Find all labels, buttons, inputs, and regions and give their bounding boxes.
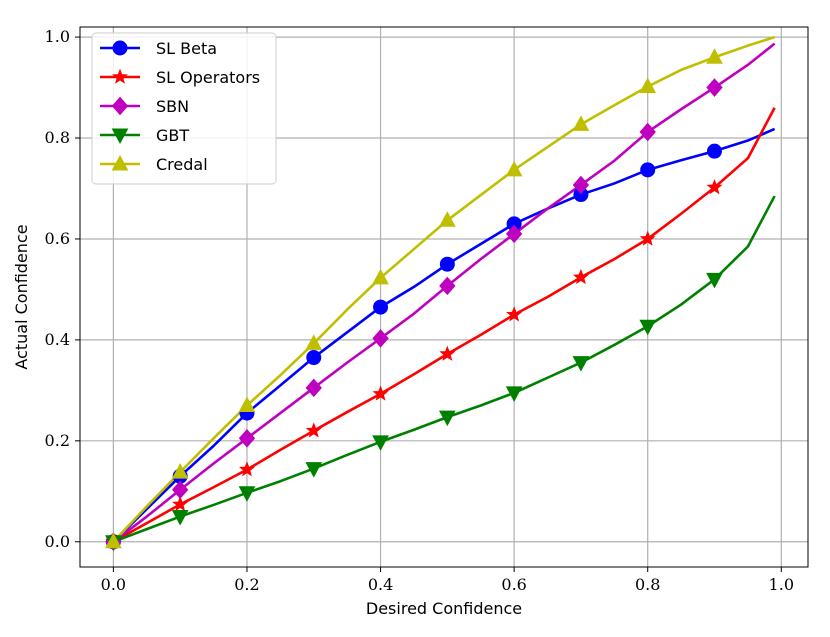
data-point-sl-beta (373, 299, 389, 315)
data-point-gbt (439, 410, 456, 427)
plot-frame (79, 26, 809, 568)
data-point-sbn (505, 224, 523, 244)
data-point-sl-beta (640, 162, 656, 178)
data-point-credal (505, 160, 523, 177)
legend-label-gbt: GBT (156, 126, 189, 145)
x-axis-label: Desired Confidence (366, 599, 522, 618)
series-points-gbt (105, 272, 723, 551)
series-points-sl-operators (105, 179, 723, 549)
data-point-gbt (372, 435, 389, 451)
data-point-credal (238, 396, 256, 412)
x-tick-label: 0.6 (501, 575, 526, 594)
x-tick-label: 0.0 (101, 575, 126, 594)
axis-ticks: 0.0 0.2 0.4 0.6 0.8 1.0 0.0 0.2 0.4 0.6 0.8 1.0 (45, 27, 794, 594)
data-point-sbn (172, 480, 189, 500)
data-point-gbt (505, 386, 523, 402)
legend-marker-gbt (111, 128, 129, 145)
data-point-gbt (639, 319, 657, 336)
data-point-sl-operators (305, 422, 322, 438)
data-point-sbn (238, 429, 256, 448)
data-point-gbt (238, 486, 256, 502)
data-point-sl-operators (439, 345, 456, 361)
data-point-credal (372, 268, 389, 285)
series-points-credal (105, 48, 723, 549)
x-tick-label: 1.0 (769, 575, 794, 594)
series-line-sl-beta (112, 127, 776, 543)
series-line-gbt (112, 195, 776, 543)
data-point-sbn (706, 78, 723, 97)
data-point-sl-operators (572, 268, 589, 285)
data-point-sl-operators (706, 179, 723, 195)
y-tick-label: 1.0 (45, 27, 70, 46)
data-point-sbn (439, 276, 456, 296)
legend-label-credal: Credal (156, 155, 208, 174)
y-tick-label: 0.8 (45, 128, 70, 147)
data-point-credal (639, 77, 657, 94)
legend-box (91, 32, 277, 185)
legend: SL Beta SL Operators SBN GBT Credal (91, 32, 277, 185)
legend-marker-sl-beta (112, 40, 128, 56)
data-point-sbn (305, 378, 322, 398)
data-point-credal (105, 532, 122, 549)
data-point-sl-operators (172, 496, 189, 512)
data-point-sbn (639, 122, 656, 142)
data-point-credal (572, 115, 590, 131)
data-point-gbt (171, 510, 189, 526)
legend-marker-credal (111, 154, 129, 171)
data-point-credal (706, 48, 723, 64)
data-point-sl-beta (306, 350, 322, 366)
legend-marker-sbn (111, 96, 129, 116)
legend-label-sl-operators: SL Operators (156, 68, 260, 87)
data-point-sl-beta (706, 143, 722, 159)
data-point-sl-operators (639, 230, 656, 246)
legend-label-sl-beta: SL Beta (156, 39, 217, 58)
data-point-credal (305, 334, 323, 350)
series-markers (105, 48, 723, 552)
data-point-gbt (706, 272, 723, 289)
data-point-sl-operators (372, 385, 389, 401)
y-tick-label: 0.2 (45, 431, 70, 450)
y-axis-label: Actual Confidence (12, 224, 31, 369)
data-point-sl-beta (439, 256, 455, 272)
data-point-sbn (372, 329, 389, 348)
y-tick-label: 0.0 (45, 532, 70, 551)
data-point-sbn (572, 175, 590, 195)
x-tick-label: 0.8 (635, 575, 660, 594)
data-point-credal (439, 211, 456, 227)
data-point-gbt (305, 462, 323, 478)
y-tick-label: 0.4 (45, 330, 70, 349)
x-tick-label: 0.4 (368, 575, 393, 594)
data-point-sl-operators (239, 461, 255, 477)
data-point-sl-operators (506, 306, 523, 322)
series-points-sl-beta (105, 143, 722, 550)
data-point-gbt (572, 356, 590, 372)
legend-label-sbn: SBN (156, 97, 189, 116)
legend-marker-sl-operators (112, 68, 128, 84)
data-point-credal (171, 463, 189, 479)
y-tick-label: 0.6 (45, 229, 70, 248)
x-tick-label: 0.2 (234, 575, 259, 594)
